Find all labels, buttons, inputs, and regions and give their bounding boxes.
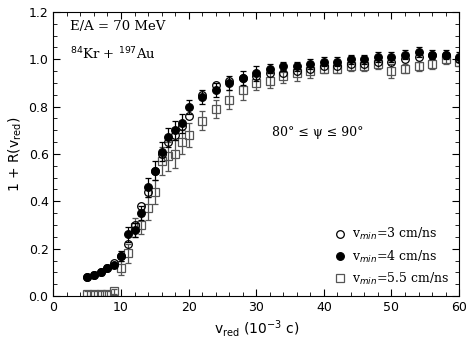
Legend: v$_{min}$=3 cm/ns, v$_{min}$=4 cm/ns, v$_{min}$=5.5 cm/ns: v$_{min}$=3 cm/ns, v$_{min}$=4 cm/ns, v$… — [334, 226, 449, 287]
X-axis label: v$_\mathrm{red}$ (10$^{-3}$ c): v$_\mathrm{red}$ (10$^{-3}$ c) — [213, 318, 299, 339]
Text: E/A = 70 MeV: E/A = 70 MeV — [70, 20, 165, 34]
Y-axis label: 1 + R(v$_\mathrm{red}$): 1 + R(v$_\mathrm{red}$) — [7, 116, 24, 192]
Text: 80° ≤ ψ ≤ 90°: 80° ≤ ψ ≤ 90° — [273, 126, 364, 139]
Text: $^{84}$Kr + $^{197}$Au: $^{84}$Kr + $^{197}$Au — [70, 46, 155, 63]
